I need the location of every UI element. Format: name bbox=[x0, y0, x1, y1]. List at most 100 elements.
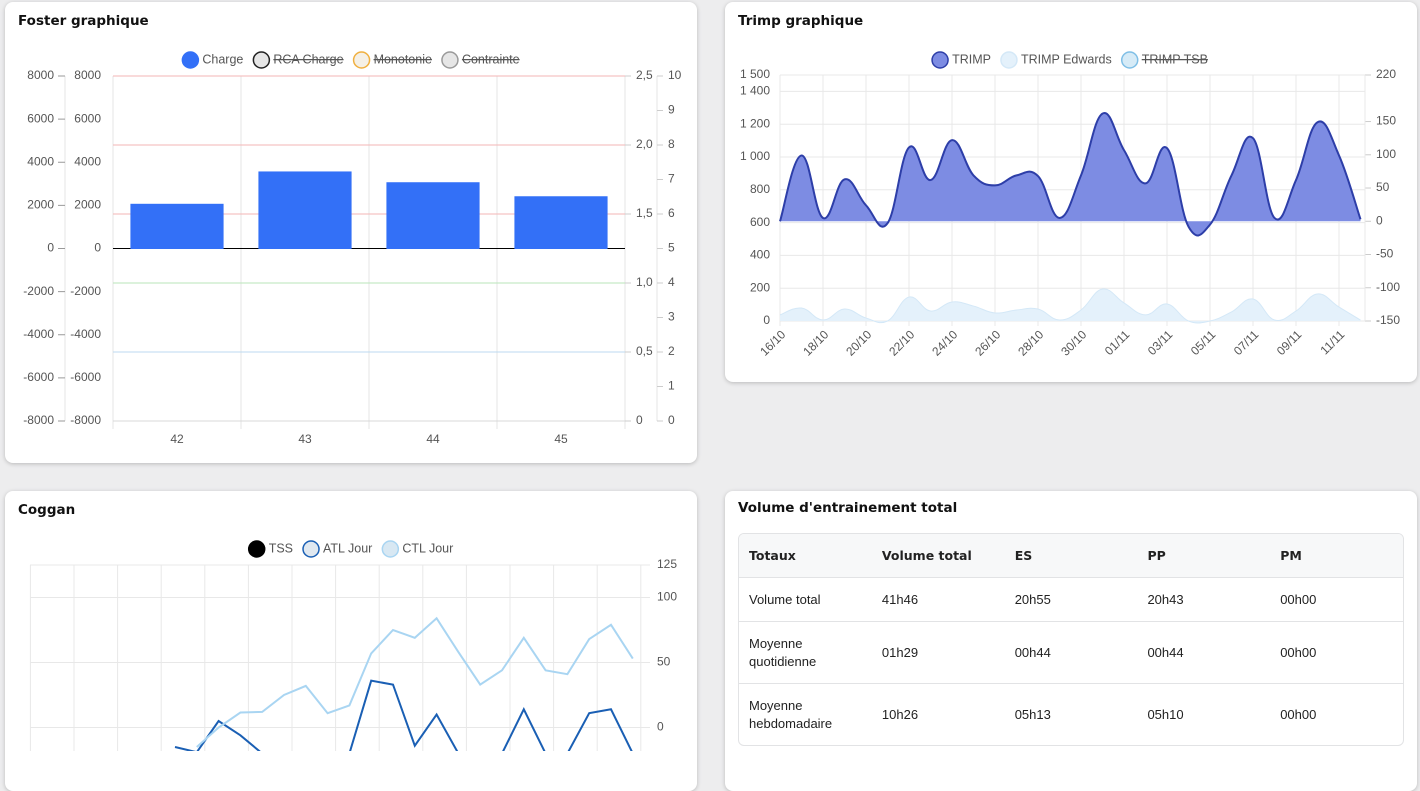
legend-label: TSS bbox=[269, 541, 293, 555]
legend: Charge RCA Charge Monotonie Contrainte bbox=[181, 51, 520, 69]
legend-marker bbox=[352, 51, 371, 69]
y2-tick-label: -100 bbox=[1376, 280, 1400, 294]
coggan-panel bbox=[5, 491, 697, 791]
y-tick-label: 1 500 bbox=[740, 67, 770, 81]
y-tick-label: 100 bbox=[657, 590, 677, 604]
y2-tick-label: -150 bbox=[1376, 313, 1400, 327]
y-tick-label: 0 bbox=[94, 241, 101, 255]
y-tick-label: 8000 bbox=[27, 68, 54, 82]
y2-tick-label: 0 bbox=[1376, 213, 1383, 227]
line bbox=[174, 679, 633, 751]
y-tick-label: -2000 bbox=[70, 284, 101, 298]
x-tick-label: 11/11 bbox=[1317, 327, 1347, 357]
table-cell: 20h55 bbox=[1004, 577, 1138, 621]
legend-marker bbox=[1000, 51, 1018, 69]
y3-tick-label: 6 bbox=[668, 206, 675, 220]
page: {"chart_data": [ {"type": "bar", "title"… bbox=[5, 2, 1417, 791]
y-tick-label: 125 bbox=[657, 557, 677, 571]
table-row: Moyenne hebdomadaire 10h26 05h13 05h10 00h00 bbox=[739, 683, 1403, 745]
table-row: Volume total 41h46 20h55 20h43 00h00 bbox=[739, 577, 1403, 621]
header-cell: Volume total bbox=[871, 534, 1005, 577]
x-tick-label: 05/11 bbox=[1188, 327, 1219, 358]
area bbox=[780, 288, 1361, 324]
bar bbox=[258, 171, 352, 249]
y2-tick-label: 2,5 bbox=[636, 68, 653, 82]
x-tick-label: 43 bbox=[298, 432, 312, 446]
charts: Foster graphique Charge RCA Charge Monotoni… bbox=[18, 13, 1400, 751]
chart-title: Trimp graphique bbox=[738, 13, 863, 29]
y-tick-label: 6000 bbox=[74, 111, 101, 125]
x-tick-label: 44 bbox=[426, 432, 440, 446]
volume-title: Volume d'entrainement total bbox=[738, 500, 958, 516]
y3-tick-label: 5 bbox=[668, 241, 675, 255]
y2-tick-label: 0 bbox=[636, 413, 643, 427]
table-cell: 00h00 bbox=[1270, 577, 1403, 621]
y-tick-label: 2000 bbox=[74, 198, 101, 212]
y-tick-label: 4000 bbox=[74, 154, 101, 168]
bar bbox=[130, 203, 224, 249]
table-cell: 00h44 bbox=[1137, 621, 1271, 683]
y-tick-label: -2000 bbox=[23, 284, 54, 298]
table-cell: 00h00 bbox=[1270, 683, 1403, 745]
y-tick-label: -8000 bbox=[70, 413, 101, 427]
x-tick-label: 28/10 bbox=[1015, 327, 1046, 358]
y3-tick-label: 3 bbox=[668, 310, 675, 324]
y2-tick-label: 1,0 bbox=[636, 275, 653, 289]
y-tick-label: 50 bbox=[657, 655, 671, 669]
y-tick-label: 800 bbox=[750, 182, 770, 196]
legend-marker bbox=[181, 51, 200, 69]
y-tick-label: 200 bbox=[750, 280, 770, 294]
y2-tick-label: 220 bbox=[1376, 67, 1396, 81]
chart-title: Foster graphique bbox=[18, 13, 149, 29]
y-tick-label: -6000 bbox=[70, 370, 101, 384]
y3-tick-label: 10 bbox=[668, 68, 682, 82]
y2-tick-label: -50 bbox=[1376, 247, 1394, 261]
table-cell: Moyenne quotidienne bbox=[739, 621, 872, 683]
x-tick-label: 42 bbox=[170, 432, 184, 446]
table-cell: Moyenne hebdomadaire bbox=[739, 683, 872, 745]
line bbox=[196, 616, 634, 748]
table-cell: 01h29 bbox=[871, 621, 1005, 683]
bar bbox=[514, 196, 608, 249]
table-cell: 05h10 bbox=[1137, 683, 1271, 745]
line bbox=[779, 288, 1361, 324]
legend-label: TRIMP Edwards bbox=[1021, 52, 1112, 66]
x-tick-label: 09/11 bbox=[1274, 327, 1305, 358]
header-cell: PM bbox=[1270, 534, 1403, 577]
bar bbox=[386, 182, 480, 249]
y3-tick-label: 2 bbox=[668, 344, 675, 358]
legend-marker bbox=[931, 51, 949, 69]
legend-marker bbox=[441, 51, 459, 69]
header-cell: PP bbox=[1137, 534, 1271, 577]
x-tick-label: 30/10 bbox=[1058, 327, 1089, 358]
line bbox=[779, 112, 1362, 237]
chart-title: Coggan bbox=[18, 502, 75, 518]
y3-tick-label: 4 bbox=[668, 275, 675, 289]
table-cell: 00h00 bbox=[1270, 621, 1403, 683]
table-cell: 05h13 bbox=[1004, 683, 1138, 745]
header-cell: Totaux bbox=[739, 534, 872, 577]
y2-tick-label: 150 bbox=[1376, 114, 1396, 128]
legend-marker bbox=[381, 540, 400, 558]
header-row: Totaux Volume total ES PP PM bbox=[739, 534, 1403, 577]
y3-tick-label: 7 bbox=[668, 172, 675, 186]
legend-label: TRIMP bbox=[952, 52, 991, 66]
legend-label: RCA Charge bbox=[273, 52, 343, 66]
legend: TRIMP TRIMP Edwards TRIMP TSB bbox=[931, 51, 1208, 69]
table-cell: 00h44 bbox=[1004, 621, 1138, 683]
y-tick-label: 2000 bbox=[27, 198, 54, 212]
y-tick-label: 1 000 bbox=[740, 149, 770, 163]
header-cell: ES bbox=[1004, 534, 1138, 577]
x-tick-label: 26/10 bbox=[972, 327, 1003, 358]
legend-label: Monotonie bbox=[374, 52, 432, 66]
y-tick-label: 8000 bbox=[74, 68, 101, 82]
x-tick-label: 45 bbox=[554, 432, 568, 446]
legend-label: ATL Jour bbox=[323, 541, 372, 555]
legend-marker bbox=[252, 51, 271, 69]
volume-table: Totaux Volume total ES PP PM Volume total 41h4… bbox=[738, 533, 1404, 746]
y-tick-label: 1 200 bbox=[740, 116, 770, 130]
y-tick-label: -4000 bbox=[23, 327, 54, 341]
x-tick-label: 07/11 bbox=[1231, 327, 1262, 358]
x-tick-label: 16/10 bbox=[757, 327, 788, 358]
y2-tick-label: 0,5 bbox=[636, 344, 653, 358]
